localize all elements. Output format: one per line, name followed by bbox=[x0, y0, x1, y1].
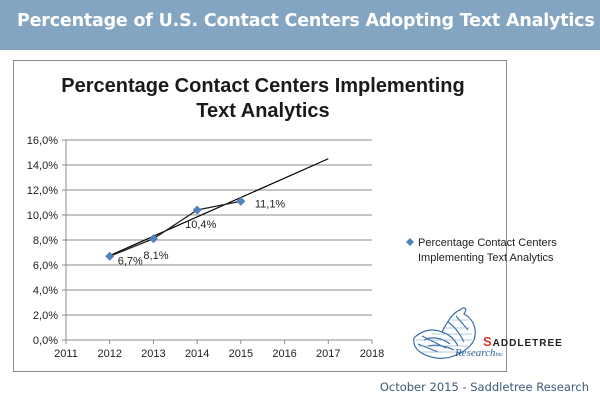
legend-label-line-2: Implementing Text Analytics bbox=[418, 252, 554, 264]
legend-marker-icon bbox=[406, 238, 414, 246]
saddle-logo-icon bbox=[413, 307, 476, 359]
x-tick-label: 2017 bbox=[316, 348, 340, 360]
y-tick-label: 6,0% bbox=[33, 260, 58, 272]
y-tick-label: 16,0% bbox=[27, 135, 58, 147]
axes: 0,0% 2,0% 4,0% 6,0% 8,0% 10,0% 12,0% 14,0% 16,0%… bbox=[27, 135, 384, 360]
y-tick-label: 10,0% bbox=[27, 210, 58, 222]
x-tick-label: 2015 bbox=[229, 348, 253, 360]
data-label: 11,1% bbox=[255, 198, 286, 210]
data-points: 6,7% 8,1% 10,4% 11,1% bbox=[105, 196, 286, 267]
legend-label-line-1: Percentage Contact Centers bbox=[418, 237, 557, 249]
source-footer: October 2015 - Saddletree Research bbox=[379, 380, 589, 394]
y-tick-label: 2,0% bbox=[33, 310, 58, 322]
y-tick-label: 4,0% bbox=[33, 285, 58, 297]
header-banner: Percentage of U.S. Contact Centers Adopt… bbox=[0, 0, 600, 50]
x-tick-label: 2011 bbox=[54, 348, 78, 360]
y-tick-label: 12,0% bbox=[27, 185, 58, 197]
logo-wordmark: SADDLETREE bbox=[483, 334, 563, 349]
legend: Percentage Contact Centers Implementing … bbox=[406, 237, 557, 264]
data-point-marker bbox=[236, 196, 246, 206]
gridlines bbox=[66, 139, 372, 316]
x-tick-label: 2013 bbox=[141, 348, 165, 360]
saddletree-logo bbox=[402, 300, 507, 370]
data-label: 10,4% bbox=[185, 219, 216, 231]
y-tick-label: 14,0% bbox=[27, 160, 58, 172]
logo-subtitle: Researchinc bbox=[455, 347, 503, 359]
y-tick-label: 0,0% bbox=[33, 335, 58, 347]
data-point-marker bbox=[148, 234, 158, 244]
chart-title-line-2: Text Analytics bbox=[196, 100, 329, 122]
x-tick-label: 2016 bbox=[272, 348, 296, 360]
trendline-group bbox=[109, 158, 329, 257]
x-tick-label: 2014 bbox=[185, 348, 209, 360]
x-tick-label: 2012 bbox=[97, 348, 121, 360]
data-label: 6,7% bbox=[118, 255, 143, 267]
chart-frame bbox=[13, 60, 507, 372]
y-tick-label: 8,0% bbox=[33, 235, 58, 247]
data-point-marker bbox=[192, 205, 202, 215]
data-point-marker bbox=[105, 251, 115, 261]
data-label: 8,1% bbox=[143, 250, 168, 262]
chart-title-line-1: Percentage Contact Centers Implementing bbox=[61, 75, 464, 97]
trendline bbox=[109, 158, 329, 257]
page-title: Percentage of U.S. Contact Centers Adopt… bbox=[17, 11, 595, 31]
series-line bbox=[109, 200, 241, 257]
x-tick-label: 2018 bbox=[360, 348, 384, 360]
